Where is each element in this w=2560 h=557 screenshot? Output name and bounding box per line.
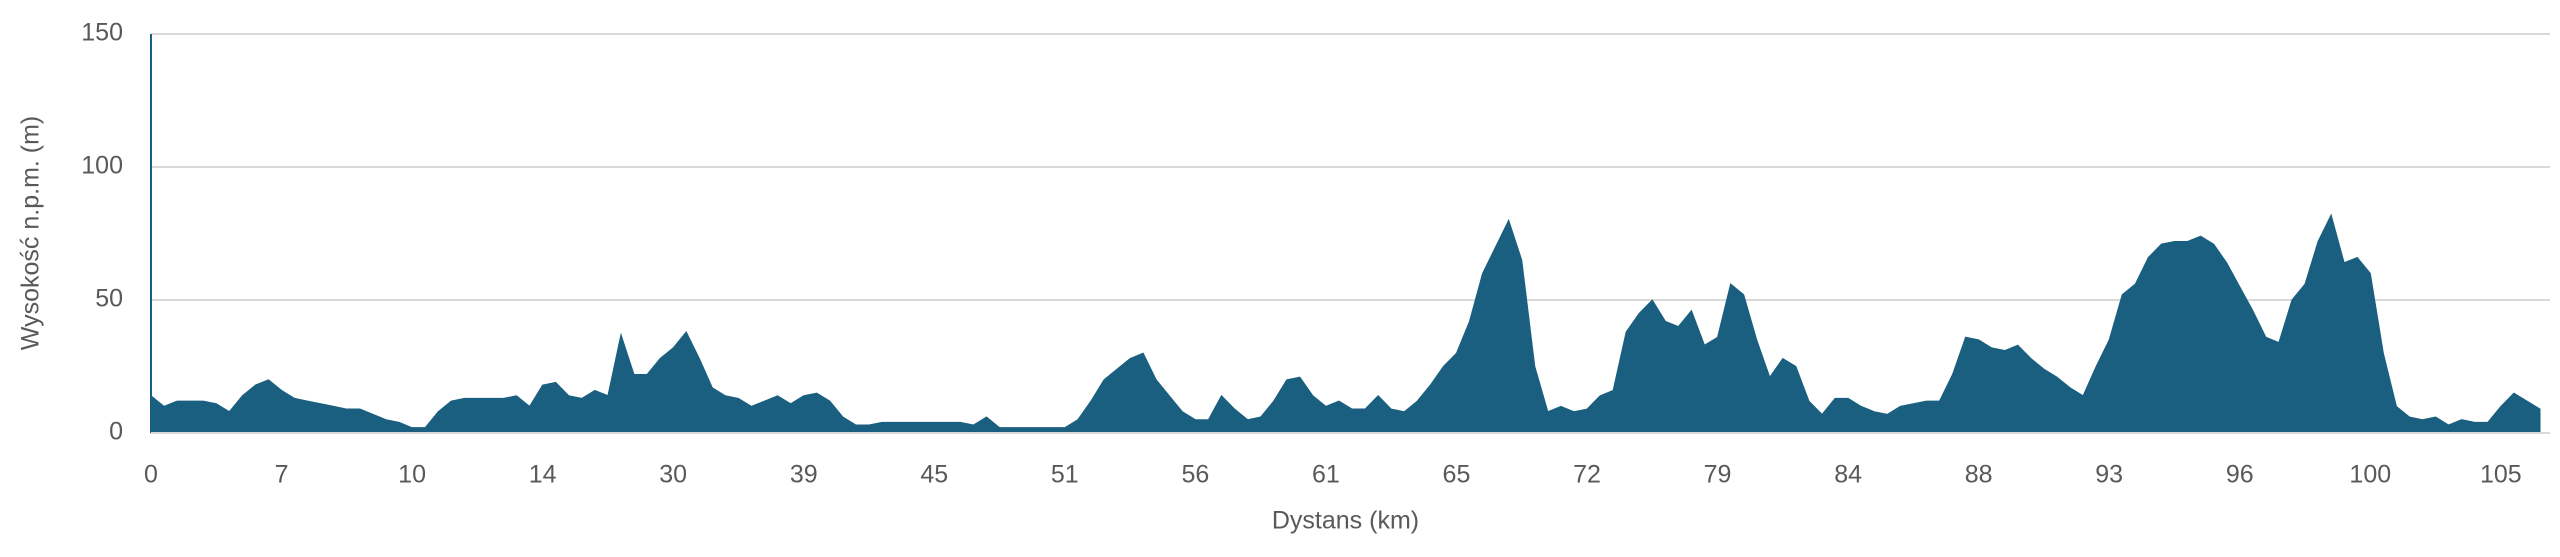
x-tick-label: 105 bbox=[2480, 461, 2522, 489]
x-axis-title: Dystans (km) bbox=[1272, 507, 1419, 535]
x-tick-label: 79 bbox=[1704, 461, 1732, 489]
x-tick-label: 0 bbox=[144, 461, 158, 489]
x-tick-label: 84 bbox=[1834, 461, 1862, 489]
y-tick-label: 150 bbox=[81, 19, 123, 47]
x-tick-label: 39 bbox=[790, 461, 818, 489]
x-tick-label: 61 bbox=[1312, 461, 1340, 489]
x-tick-label: 96 bbox=[2226, 461, 2254, 489]
x-tick-label: 65 bbox=[1443, 461, 1471, 489]
y-tick-label: 50 bbox=[95, 285, 123, 313]
x-tick-label: 14 bbox=[529, 461, 557, 489]
x-tick-label: 45 bbox=[920, 461, 948, 489]
y-tick-label: 0 bbox=[109, 418, 123, 446]
x-tick-label: 72 bbox=[1573, 461, 1601, 489]
x-tick-label: 88 bbox=[1965, 461, 1993, 489]
x-tick-label: 93 bbox=[2095, 461, 2123, 489]
x-tick-label: 7 bbox=[275, 461, 289, 489]
x-tick-label: 51 bbox=[1051, 461, 1079, 489]
y-tick-label: 100 bbox=[81, 152, 123, 180]
x-tick-label: 56 bbox=[1181, 461, 1209, 489]
x-tick-label: 30 bbox=[659, 461, 687, 489]
x-tick-label: 10 bbox=[398, 461, 426, 489]
elevation-area bbox=[150, 213, 2541, 434]
y-axis-title: Wysokość n.p.m. (m) bbox=[17, 116, 45, 351]
x-tick-label: 100 bbox=[2349, 461, 2391, 489]
